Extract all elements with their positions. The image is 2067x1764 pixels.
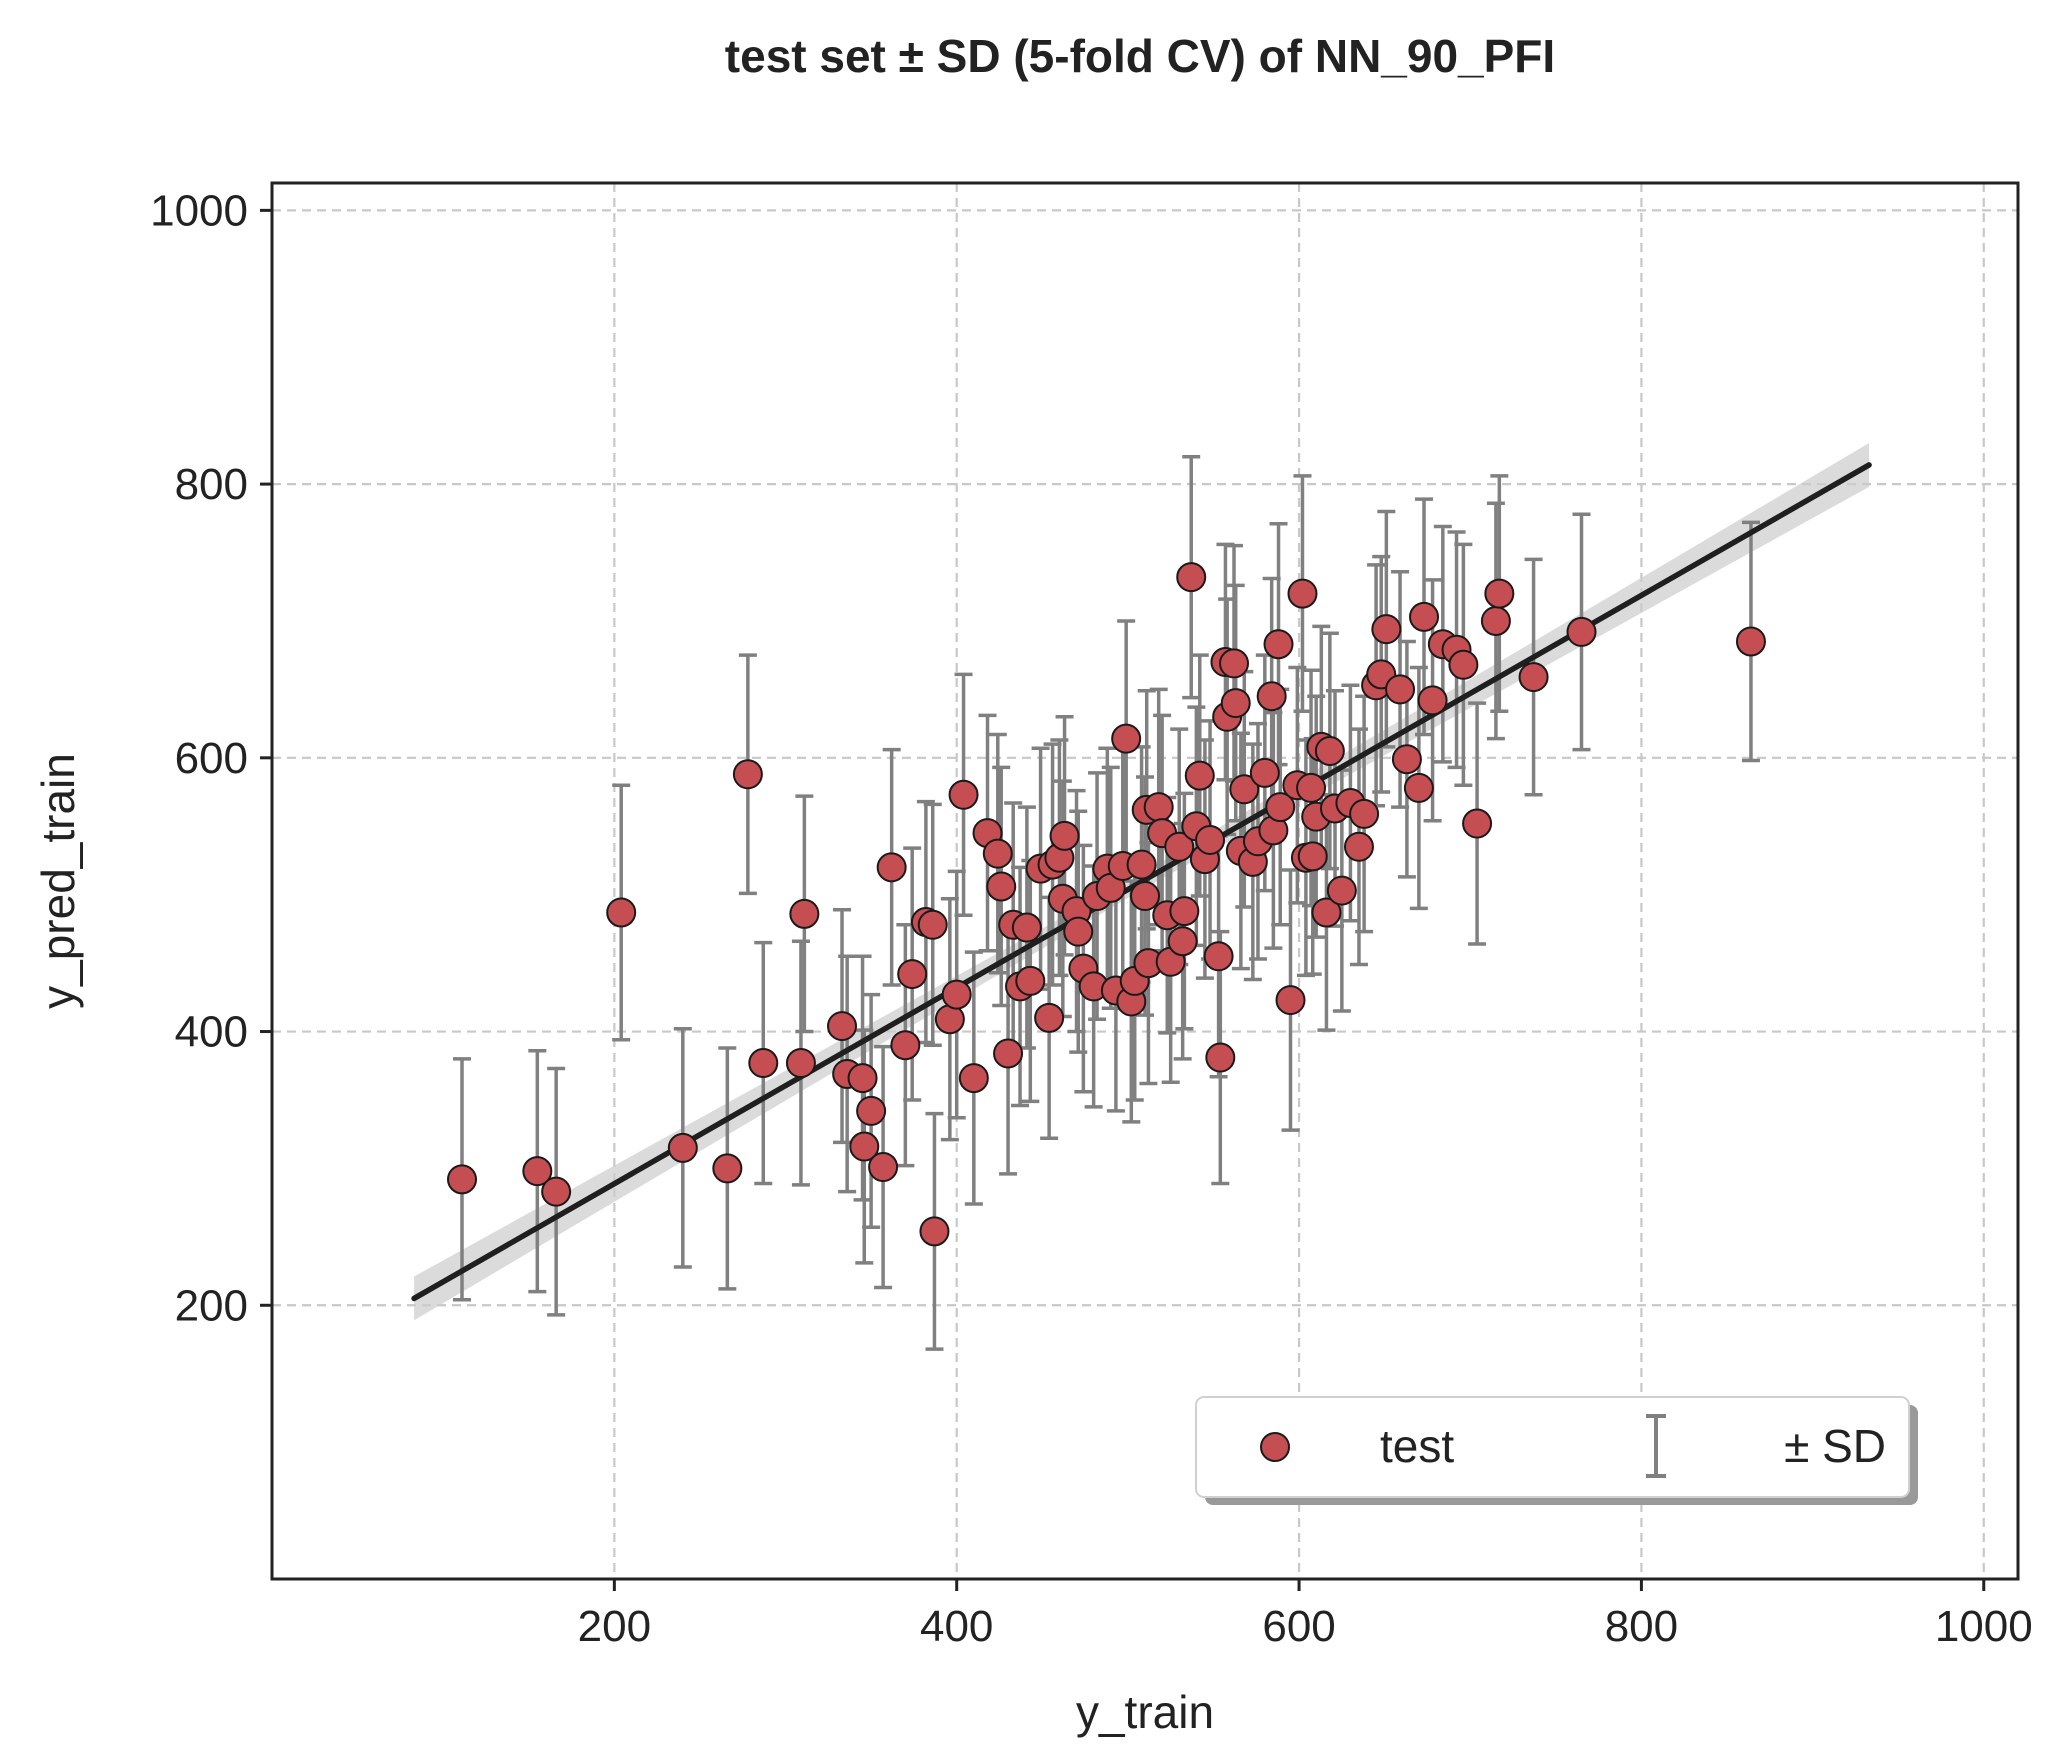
data-point <box>1417 685 1448 716</box>
y-axis-ticks: 200 400 600 800 1000 <box>150 186 272 1330</box>
data-point <box>856 1095 887 1126</box>
data-point <box>1265 792 1296 823</box>
data-point <box>919 1216 950 1247</box>
data-point <box>1735 626 1766 657</box>
data-point <box>1229 774 1260 805</box>
data-point <box>1220 688 1251 719</box>
data-point <box>1205 1042 1236 1073</box>
data-point <box>941 979 972 1010</box>
legend-box <box>1195 1396 1910 1498</box>
data-point <box>1462 808 1493 839</box>
data-point <box>789 898 820 929</box>
data-point <box>849 1131 880 1162</box>
data-point <box>1143 792 1174 823</box>
data-point <box>847 1063 878 1094</box>
data-point <box>1448 649 1479 680</box>
data-point <box>1130 881 1160 912</box>
x-tick-label-200: 200 <box>578 1602 651 1651</box>
data-point <box>667 1132 698 1163</box>
data-point <box>732 759 763 790</box>
data-point <box>541 1176 572 1207</box>
data-point <box>785 1048 816 1079</box>
data-point <box>1275 985 1306 1016</box>
data-point <box>1371 614 1402 645</box>
x-tick-label-1000: 1000 <box>1935 1602 2033 1651</box>
data-point <box>1326 875 1357 906</box>
data-point <box>1195 824 1226 855</box>
data-point <box>1314 735 1345 766</box>
data-point <box>868 1152 899 1183</box>
data-point <box>1409 601 1440 632</box>
data-point <box>1111 723 1142 754</box>
legend-label-sd: ± SD <box>1784 1420 1886 1472</box>
data-point <box>1011 912 1042 943</box>
data-point <box>1566 616 1597 647</box>
data-point <box>890 1030 921 1061</box>
data-point <box>934 1004 965 1035</box>
data-point <box>1343 831 1374 862</box>
data-point <box>1484 578 1515 609</box>
data-point <box>1287 578 1318 609</box>
data-point <box>1126 849 1157 880</box>
data-point <box>712 1153 743 1184</box>
data-point <box>1256 681 1287 712</box>
data-point <box>958 1063 989 1094</box>
legend-marker-test <box>1260 1432 1290 1462</box>
data-point <box>993 1038 1024 1069</box>
data-point <box>1034 1002 1065 1033</box>
data-point <box>1297 841 1328 872</box>
data-point <box>447 1164 478 1195</box>
chart-title: test set ± SD (5-fold CV) of NN_90_PFI <box>725 30 1555 82</box>
data-point <box>748 1048 779 1079</box>
y-tick-label-1000: 1000 <box>150 186 248 235</box>
data-point <box>1385 674 1416 705</box>
data-point <box>1249 757 1280 788</box>
x-tick-label-800: 800 <box>1605 1602 1678 1651</box>
data-point <box>1391 744 1422 775</box>
data-point <box>897 959 928 990</box>
data-point <box>1203 941 1234 972</box>
data-point <box>606 897 637 928</box>
data-point <box>1349 798 1380 829</box>
data-point <box>986 871 1017 902</box>
data-point <box>876 852 907 883</box>
data-point <box>1169 896 1200 927</box>
legend-label-test: test <box>1380 1420 1454 1472</box>
plot-frame <box>270 181 2020 1581</box>
x-tick-label-400: 400 <box>920 1602 993 1651</box>
data-point <box>1167 926 1198 957</box>
data-points <box>447 562 1766 1247</box>
data-point <box>1263 629 1294 660</box>
data-point <box>1063 916 1094 947</box>
data-point <box>1480 605 1511 636</box>
data-point <box>522 1156 553 1187</box>
data-point <box>1296 772 1327 803</box>
y-tick-label-800: 800 <box>175 460 248 509</box>
data-point <box>917 909 948 940</box>
x-tick-label-600: 600 <box>1262 1602 1335 1651</box>
data-point <box>1049 820 1080 851</box>
data-point <box>1311 897 1342 928</box>
legend-marker-sd <box>1646 1414 1666 1478</box>
data-point <box>948 779 979 810</box>
data-point <box>1015 965 1046 996</box>
y-tick-label-400: 400 <box>175 1008 248 1057</box>
data-point <box>827 1011 858 1042</box>
data-point <box>1176 562 1207 593</box>
legend: test ± SD <box>1195 1396 1918 1505</box>
y-axis-label: y_pred_train <box>32 753 84 1009</box>
data-point <box>1518 662 1549 693</box>
data-point <box>1219 648 1250 679</box>
data-point <box>1403 772 1434 803</box>
data-point <box>1164 831 1195 862</box>
y-tick-label-600: 600 <box>175 734 248 783</box>
data-point <box>1184 760 1215 791</box>
y-tick-label-200: 200 <box>175 1281 248 1330</box>
data-point <box>982 838 1013 869</box>
x-axis-ticks: 200 400 600 800 1000 <box>578 1579 2033 1651</box>
x-axis-label: y_train <box>1076 1686 1214 1738</box>
